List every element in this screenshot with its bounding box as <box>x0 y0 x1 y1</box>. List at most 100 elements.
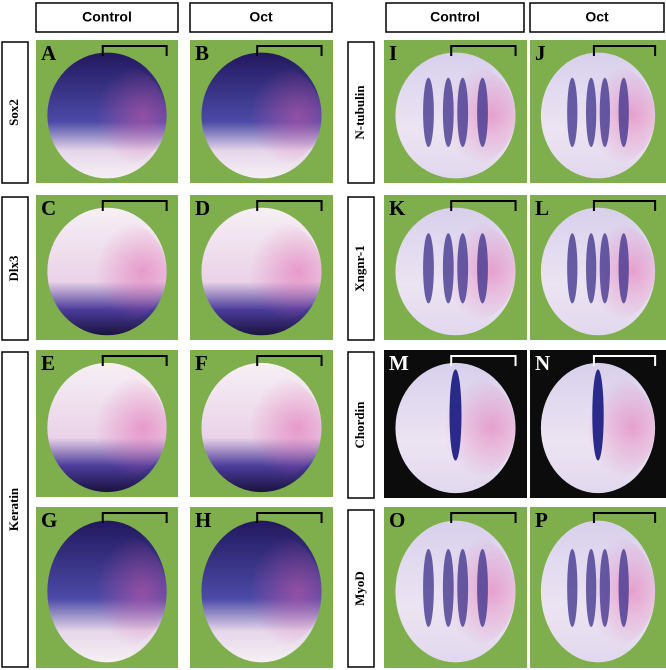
panel-image: I <box>384 40 527 183</box>
scale-bracket <box>592 355 657 366</box>
stripe <box>586 548 597 627</box>
stripe <box>442 77 454 147</box>
stripe <box>477 233 488 304</box>
panel-image: J <box>530 40 666 183</box>
panel-letter: P <box>535 508 548 532</box>
panel-image: L <box>530 195 666 340</box>
column-header: Control <box>430 9 480 25</box>
stain <box>71 534 167 649</box>
panel-letter: D <box>195 196 210 220</box>
scale-bracket <box>592 200 657 211</box>
row-label-box <box>347 509 375 668</box>
scale-bracket <box>592 45 657 56</box>
row-label: Keratin <box>6 487 21 531</box>
stripe <box>618 77 629 147</box>
stripe <box>599 77 610 147</box>
scale-bracket <box>592 512 657 523</box>
stripe <box>586 233 597 304</box>
panel-image: P <box>530 507 666 668</box>
panel-letter: G <box>41 508 57 532</box>
stain <box>225 375 322 480</box>
stripe <box>567 548 578 627</box>
row-label-box <box>347 41 375 184</box>
panel-image: A <box>36 40 178 183</box>
header-box <box>529 2 665 33</box>
stripe <box>477 77 488 147</box>
scale-bracket <box>450 512 517 523</box>
panel-image: C <box>36 195 178 340</box>
row-label: Dlx3 <box>6 255 21 282</box>
panel-letter: A <box>41 41 57 65</box>
row-label-box <box>347 196 375 341</box>
scale-bracket <box>101 512 168 523</box>
column-header: Control <box>82 9 132 25</box>
panel-image: M <box>384 350 527 498</box>
row-label: Sox2 <box>6 99 21 126</box>
row-label-box <box>1 41 29 184</box>
notochord <box>592 369 604 461</box>
panel-image: N <box>530 350 666 498</box>
scale-bracket <box>256 200 323 211</box>
stripe <box>423 77 434 147</box>
column-header: Oct <box>249 9 273 25</box>
panel-letter: O <box>389 508 405 532</box>
scale-bracket <box>450 355 517 366</box>
stain <box>225 65 322 166</box>
row-label: MyoD <box>352 571 367 606</box>
scale-bracket <box>256 45 323 56</box>
stain <box>419 375 516 481</box>
row-label-box <box>1 351 29 668</box>
stripe <box>457 548 469 627</box>
scale-bracket <box>256 512 323 523</box>
panel-image: G <box>36 507 178 668</box>
stripe <box>599 548 610 627</box>
panel-image: B <box>190 40 333 183</box>
panel-image: H <box>190 507 333 668</box>
column-header: Oct <box>585 9 609 25</box>
stripe <box>599 233 610 304</box>
stain <box>225 534 322 649</box>
row-label: N-tubulin <box>352 85 367 140</box>
stripe <box>423 233 434 304</box>
panel-letter: I <box>389 41 397 65</box>
header-box <box>385 2 525 33</box>
stain <box>71 65 167 166</box>
panel-letter: M <box>389 351 409 375</box>
stripe <box>477 548 488 627</box>
header-box <box>35 2 179 33</box>
stripe <box>567 77 578 147</box>
row-label: Chordin <box>352 401 367 449</box>
panel-letter: N <box>535 351 550 375</box>
panel-letter: F <box>195 351 208 375</box>
stripe <box>423 548 434 627</box>
notochord <box>449 369 462 461</box>
panel-image: D <box>190 195 333 340</box>
stripe <box>457 77 469 147</box>
scale-bracket <box>101 200 168 211</box>
header-box <box>189 2 333 33</box>
stain <box>71 375 167 480</box>
panel-image: K <box>384 195 527 340</box>
stripe <box>618 548 629 627</box>
panel-letter: K <box>389 196 406 220</box>
panel-image: E <box>36 350 178 497</box>
stain <box>563 375 656 481</box>
stripe <box>442 548 454 627</box>
panel-letter: J <box>535 41 546 65</box>
panel-image: O <box>384 507 527 668</box>
panel-letter: H <box>195 508 211 532</box>
stripe <box>567 233 578 304</box>
stain <box>71 220 167 323</box>
stripe <box>442 233 454 304</box>
panel-letter: L <box>535 196 549 220</box>
panel-letter: B <box>195 41 209 65</box>
stripe <box>457 233 469 304</box>
panel-letter: C <box>41 196 56 220</box>
row-label-box <box>1 196 29 341</box>
stain <box>225 220 322 323</box>
scale-bracket <box>450 200 517 211</box>
scale-bracket <box>101 45 168 56</box>
scale-bracket <box>101 355 168 366</box>
row-label-box <box>347 351 375 499</box>
